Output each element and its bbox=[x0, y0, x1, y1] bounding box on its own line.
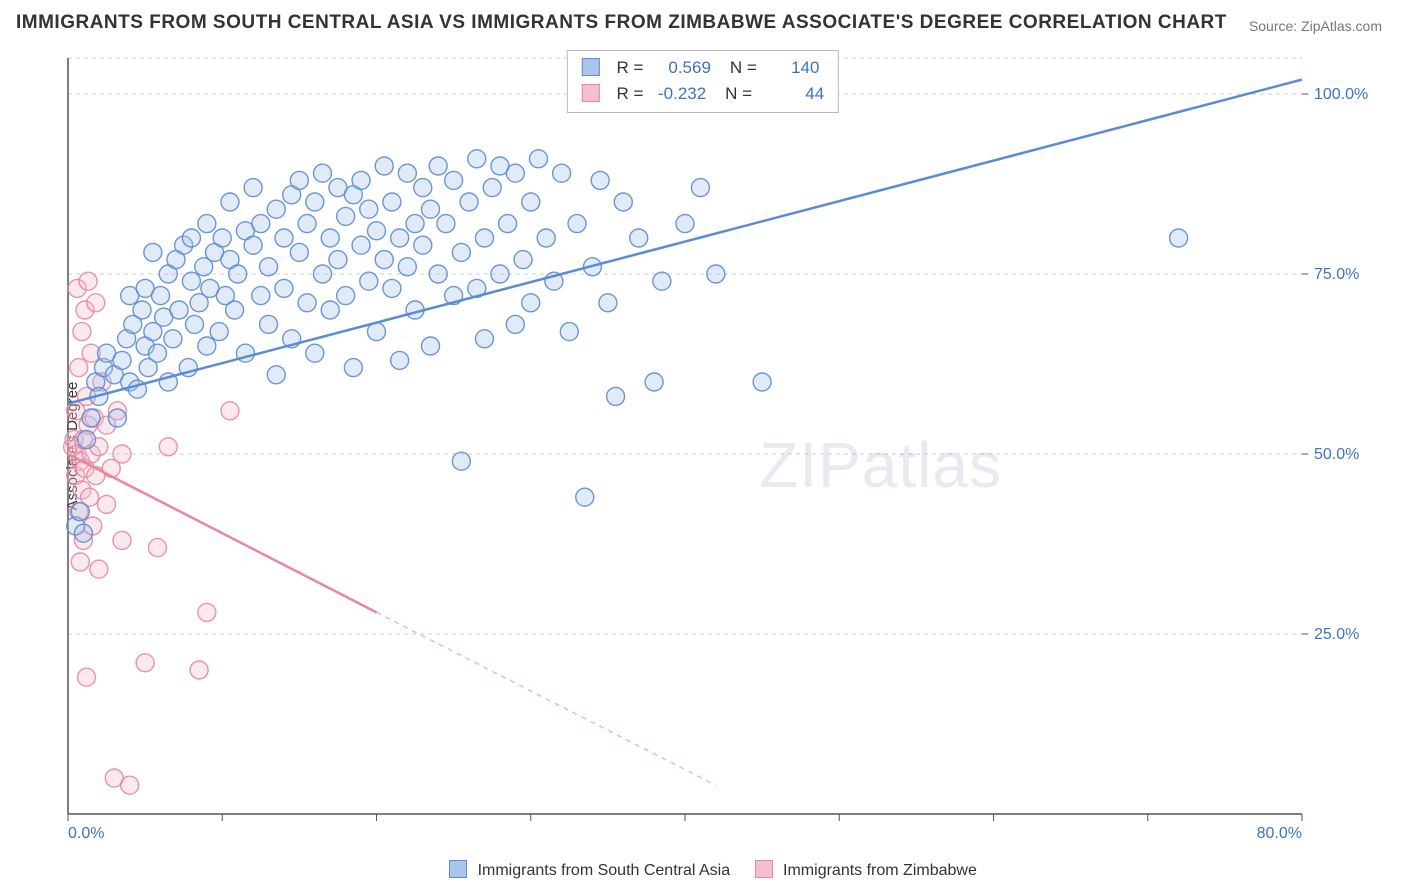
x-axis-legend: Immigrants from South Central Asia Immig… bbox=[0, 860, 1406, 880]
swatch-bottom-b bbox=[755, 860, 773, 878]
svg-text:25.0%: 25.0% bbox=[1314, 626, 1359, 643]
stats-legend: R = 0.569 N = 140 R = -0.232 N = 44 bbox=[567, 50, 839, 113]
chart-container: IMMIGRANTS FROM SOUTH CENTRAL ASIA VS IM… bbox=[0, 0, 1406, 892]
legend-label-a: Immigrants from South Central Asia bbox=[478, 862, 731, 879]
svg-text:0.0%: 0.0% bbox=[68, 825, 104, 842]
svg-text:50.0%: 50.0% bbox=[1314, 446, 1359, 463]
svg-text:100.0%: 100.0% bbox=[1314, 86, 1368, 103]
swatch-bottom-a bbox=[449, 860, 467, 878]
legend-label-b: Immigrants from Zimbabwe bbox=[783, 862, 977, 879]
plot-area: 0.0% 80.0% 25.0% 50.0% 75.0% 100.0% bbox=[48, 48, 1382, 844]
source-attribution: Source: ZipAtlas.com bbox=[1249, 18, 1382, 34]
stat-r-a: 0.569 bbox=[653, 55, 711, 81]
chart-title: IMMIGRANTS FROM SOUTH CENTRAL ASIA VS IM… bbox=[16, 12, 1227, 34]
svg-text:80.0%: 80.0% bbox=[1257, 825, 1302, 842]
stat-r-b: -0.232 bbox=[648, 81, 706, 107]
swatch-series-b bbox=[582, 84, 600, 102]
stat-n-b: 44 bbox=[766, 81, 824, 107]
svg-text:75.0%: 75.0% bbox=[1314, 266, 1359, 283]
swatch-series-a bbox=[582, 58, 600, 76]
scatter-plot-svg: 0.0% 80.0% 25.0% 50.0% 75.0% 100.0% bbox=[48, 48, 1382, 844]
stats-row-series-a: R = 0.569 N = 140 bbox=[582, 55, 824, 81]
stats-row-series-b: R = -0.232 N = 44 bbox=[582, 81, 824, 107]
stat-n-a: 140 bbox=[761, 55, 819, 81]
